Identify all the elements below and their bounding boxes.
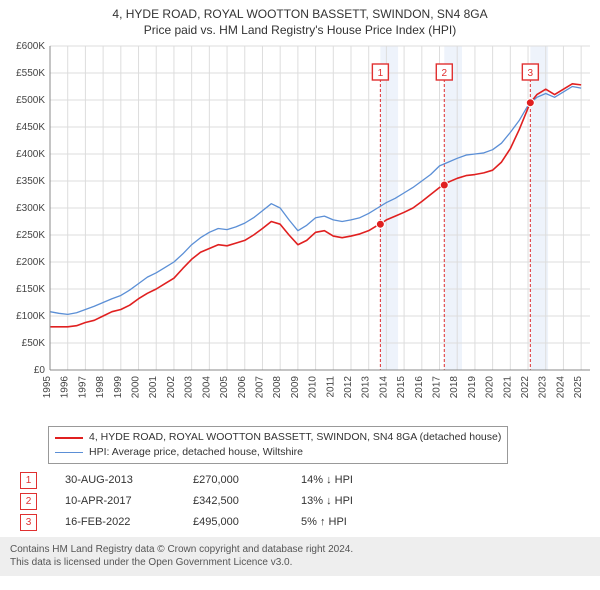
svg-text:£150K: £150K [16,284,45,295]
legend: 4, HYDE ROAD, ROYAL WOOTTON BASSETT, SWI… [48,426,508,463]
legend-label: HPI: Average price, detached house, Wilt… [89,445,303,460]
svg-text:2011: 2011 [325,376,336,398]
svg-text:2: 2 [442,68,448,79]
svg-text:£600K: £600K [16,41,45,52]
svg-text:£100K: £100K [16,311,45,322]
svg-text:1995: 1995 [42,376,53,399]
svg-text:2013: 2013 [361,376,372,399]
svg-text:2009: 2009 [290,376,301,399]
svg-text:2017: 2017 [432,376,443,399]
sale-price: £270,000 [193,474,273,486]
svg-text:2018: 2018 [449,376,460,399]
table-row: 1 30-AUG-2013 £270,000 14% ↓ HPI [20,470,588,491]
svg-text:£350K: £350K [16,176,45,187]
svg-text:2005: 2005 [219,376,230,399]
svg-text:2004: 2004 [201,376,212,399]
legend-swatch [55,452,83,453]
svg-text:1996: 1996 [60,376,71,399]
title-subtitle: Price paid vs. HM Land Registry's House … [4,22,596,38]
svg-text:£50K: £50K [22,338,46,349]
sale-date: 16-FEB-2022 [65,516,165,528]
svg-text:£400K: £400K [16,149,45,160]
svg-text:2010: 2010 [308,376,319,399]
title-block: 4, HYDE ROAD, ROYAL WOOTTON BASSETT, SWI… [0,0,600,40]
sale-marker-icon: 3 [20,514,37,531]
sale-date: 10-APR-2017 [65,495,165,507]
svg-text:2001: 2001 [148,376,159,399]
table-row: 3 16-FEB-2022 £495,000 5% ↑ HPI [20,512,588,533]
svg-text:1: 1 [378,68,384,79]
svg-text:3: 3 [528,68,534,79]
svg-text:2022: 2022 [520,376,531,399]
sale-marker-icon: 1 [20,472,37,489]
sale-price: £495,000 [193,516,273,528]
table-row: 2 10-APR-2017 £342,500 13% ↓ HPI [20,491,588,512]
svg-text:2015: 2015 [396,376,407,399]
footer-attribution: Contains HM Land Registry data © Crown c… [0,537,600,576]
svg-text:2008: 2008 [272,376,283,399]
svg-text:2024: 2024 [555,376,566,399]
svg-text:2012: 2012 [343,376,354,399]
sale-price: £342,500 [193,495,273,507]
sale-marker-icon: 2 [20,493,37,510]
svg-text:£300K: £300K [16,203,45,214]
svg-text:2020: 2020 [485,376,496,399]
svg-text:£200K: £200K [16,257,45,268]
sales-table: 1 30-AUG-2013 £270,000 14% ↓ HPI 2 10-AP… [20,470,588,533]
footer-line: This data is licensed under the Open Gov… [10,556,590,570]
sale-diff: 13% ↓ HPI [301,495,391,507]
chart-area: £0 £50K £100K £150K £200K £250K £300K £350K £400… [0,40,600,420]
footer-line: Contains HM Land Registry data © Crown c… [10,543,590,557]
legend-item: HPI: Average price, detached house, Wilt… [55,445,501,460]
legend-swatch [55,437,83,439]
svg-text:2002: 2002 [166,376,177,399]
svg-text:2000: 2000 [131,376,142,399]
svg-text:£550K: £550K [16,68,45,79]
svg-text:2023: 2023 [538,376,549,399]
sale-date: 30-AUG-2013 [65,474,165,486]
svg-text:2003: 2003 [184,376,195,399]
sale-diff: 14% ↓ HPI [301,474,391,486]
svg-text:2007: 2007 [254,376,265,399]
svg-text:£450K: £450K [16,122,45,133]
svg-text:£250K: £250K [16,230,45,241]
legend-item: 4, HYDE ROAD, ROYAL WOOTTON BASSETT, SWI… [55,430,501,445]
line-chart-svg: £0 £50K £100K £150K £200K £250K £300K £350K £400… [0,40,600,420]
chart-container: 4, HYDE ROAD, ROYAL WOOTTON BASSETT, SWI… [0,0,600,576]
legend-label: 4, HYDE ROAD, ROYAL WOOTTON BASSETT, SWI… [89,430,501,445]
svg-text:1997: 1997 [77,376,88,399]
title-address: 4, HYDE ROAD, ROYAL WOOTTON BASSETT, SWI… [4,6,596,22]
svg-text:2019: 2019 [467,376,478,399]
svg-text:2006: 2006 [237,376,248,399]
svg-text:1999: 1999 [113,376,124,399]
svg-text:£0: £0 [34,365,46,376]
svg-text:2021: 2021 [502,376,513,399]
svg-text:2025: 2025 [573,376,584,399]
sale-diff: 5% ↑ HPI [301,516,391,528]
svg-text:£500K: £500K [16,95,45,106]
svg-text:1998: 1998 [95,376,106,399]
svg-text:2014: 2014 [378,376,389,399]
svg-text:2016: 2016 [414,376,425,399]
